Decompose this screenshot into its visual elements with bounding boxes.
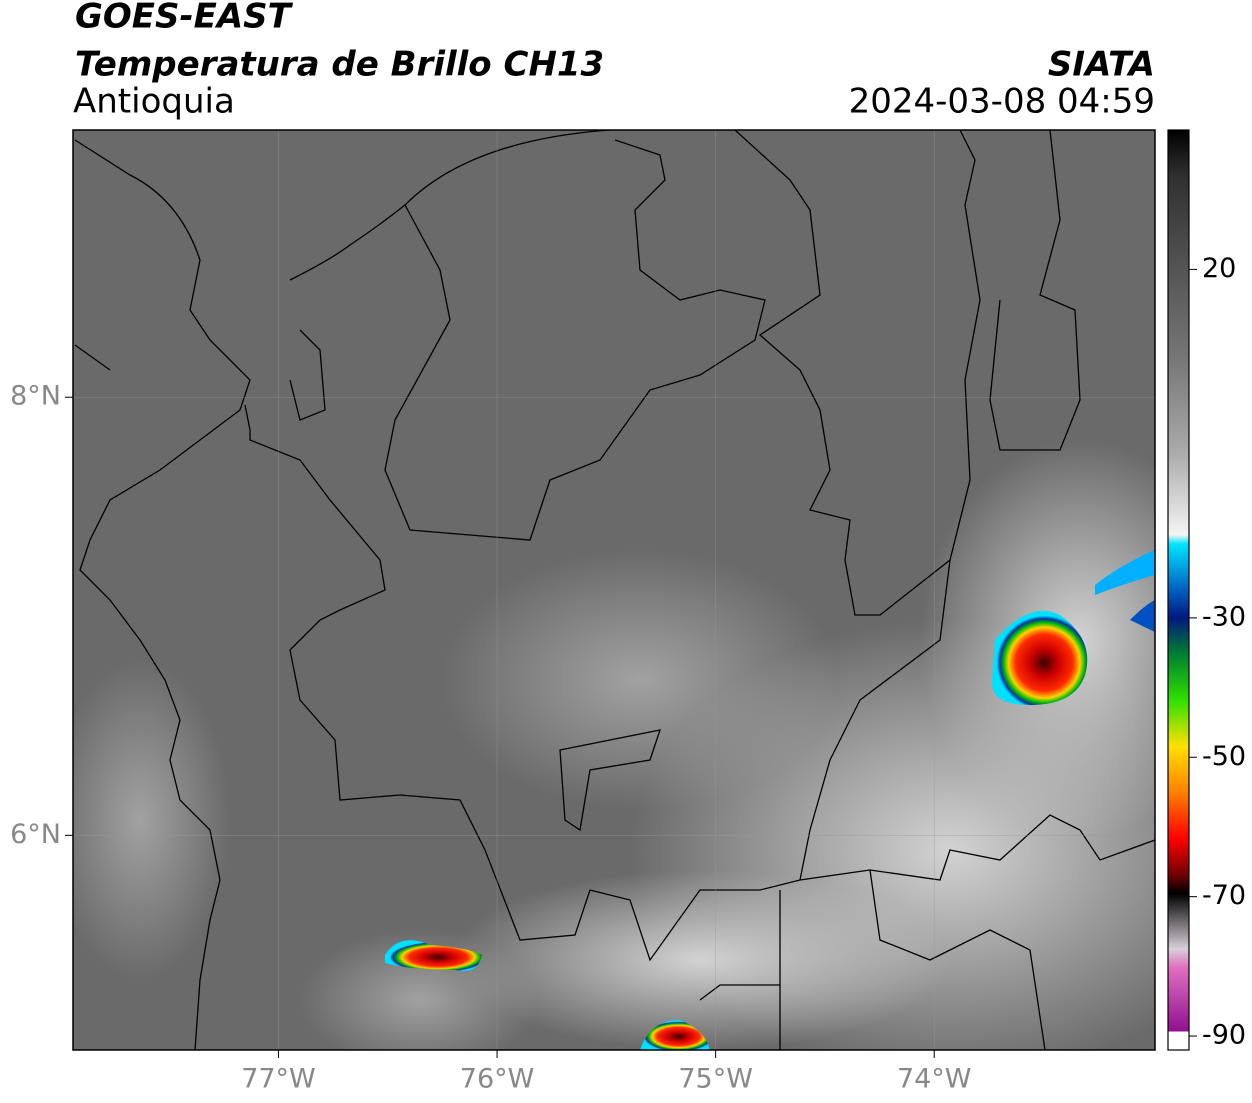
- x-tick-label: 77°W: [241, 1064, 316, 1095]
- subtitle: Temperatura de Brillo CH13: [75, 45, 604, 85]
- map-frame: [72, 129, 1156, 1051]
- colorbar: [1167, 129, 1190, 1051]
- x-tick-label: 75°W: [678, 1064, 753, 1095]
- x-tick-label: 74°W: [897, 1064, 972, 1095]
- colorbar-tick-label: -30: [1202, 601, 1246, 632]
- datetime: 2024-03-08 04:59: [849, 82, 1155, 122]
- satellite-image: [73, 130, 1155, 1050]
- y-tick-label: 6°N: [10, 819, 61, 850]
- colorbar-tick-label: -50: [1202, 741, 1246, 772]
- grid: [73, 130, 1155, 1050]
- colorbar-tick-label: -90: [1202, 1020, 1246, 1051]
- x-tick-label: 76°W: [460, 1064, 535, 1095]
- source: SIATA: [1048, 45, 1155, 85]
- region: Antioquia: [73, 82, 235, 122]
- y-tick-label: 8°N: [10, 381, 61, 412]
- colorbar-tick-label: 20: [1202, 253, 1236, 284]
- colorbar-tick-label: -70: [1202, 880, 1246, 911]
- title: GOES-EAST: [75, 0, 294, 37]
